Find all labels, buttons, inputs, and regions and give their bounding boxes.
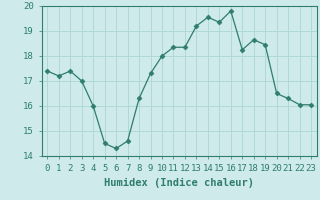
X-axis label: Humidex (Indice chaleur): Humidex (Indice chaleur)	[104, 178, 254, 188]
